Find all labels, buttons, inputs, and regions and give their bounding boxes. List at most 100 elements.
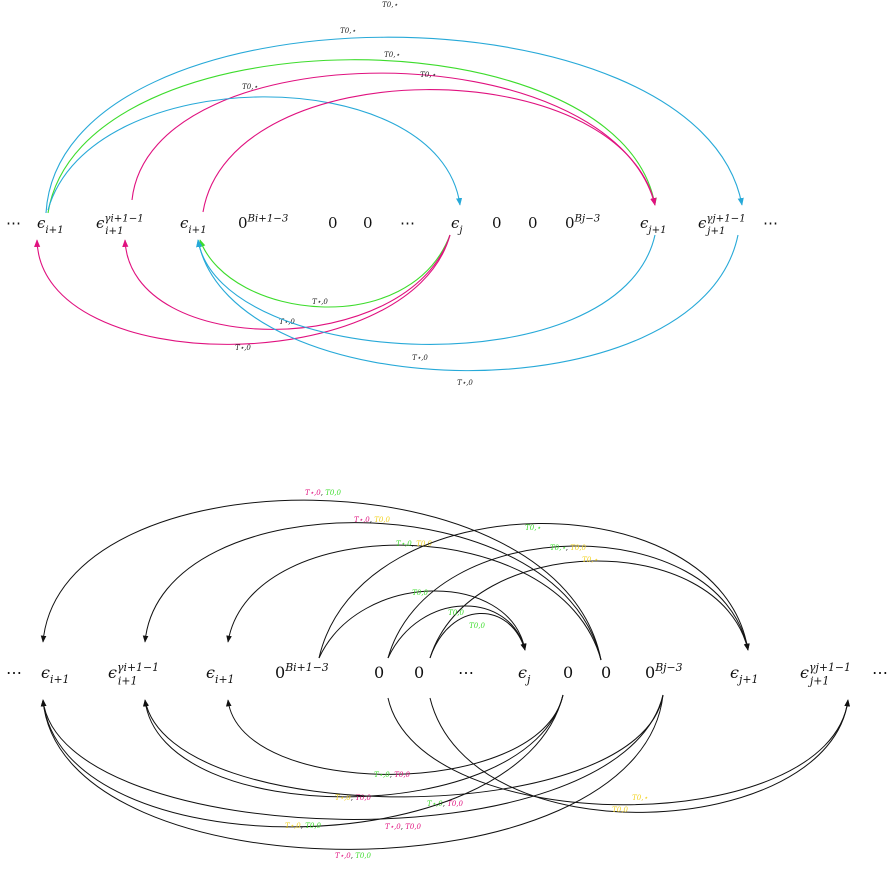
node-eps-j1-gamma: ϵγj+1−1 j+1: [698, 213, 746, 237]
node-main: 0: [238, 214, 248, 232]
node-subscript: i+1: [188, 225, 206, 236]
bottom-arc-label: T⋆,0, T0,0: [396, 540, 433, 548]
node-subscript: j+1: [737, 673, 758, 686]
bottom-arc: T0,⋆: [318, 523, 750, 659]
node-superscript: Bj−3: [574, 213, 601, 224]
node-label: 0: [601, 663, 611, 682]
node-label: ϵγj+1−1 j+1: [698, 213, 746, 237]
bottom-arc-label-part: T0,0: [355, 852, 371, 860]
bottom-arc-label-part: T⋆,0: [335, 794, 351, 802]
node-eps-j: ϵj: [451, 214, 463, 236]
bottom-arc-curve: [387, 605, 527, 659]
top-arc-label: T⋆,0: [235, 344, 251, 352]
bottom-arc-label-part: ,: [390, 771, 394, 779]
node-label: ⋯: [400, 214, 415, 232]
bottom-arc-label: T⋆,0, T0,0: [335, 852, 372, 860]
node-label: ϵi+1: [37, 214, 64, 236]
node-dots-left: ⋯: [6, 663, 22, 682]
bottom-arc-curve: [142, 522, 602, 661]
node-label: 0: [328, 214, 338, 232]
top-arc-curve: [34, 234, 451, 345]
node-label: ϵj+1: [640, 214, 667, 236]
node-superscript: γi+1−1: [117, 661, 159, 674]
bottom-arc-label-part: T0,⋆: [632, 794, 648, 802]
bottom-arc-label-part: T0,0: [374, 516, 390, 524]
node-zero-2: 0: [363, 214, 373, 232]
bottom-arc-curve: [318, 590, 527, 659]
bottom-arc: T⋆,0, T0,0: [142, 694, 564, 802]
top-arc-label: T0,⋆: [340, 27, 356, 35]
node-main: ⋯: [400, 214, 415, 232]
top-arc-label: T0,⋆: [242, 83, 258, 91]
node-main: 0: [645, 663, 655, 682]
node-main: 0: [363, 214, 373, 232]
bottom-arc: T⋆,0, T0,0: [40, 489, 602, 661]
node-main: 0: [328, 214, 338, 232]
bottom-arc: T⋆,0, T0,0: [40, 694, 664, 860]
top-arc: T⋆,0: [196, 234, 739, 387]
top-arc-label: T⋆,0: [412, 354, 428, 362]
node-label: 0Bi+1−3: [275, 661, 329, 682]
node-main: 0: [275, 663, 285, 682]
top-arc: T⋆,0: [196, 234, 656, 362]
node-main: ϵ: [41, 663, 50, 682]
node-main: ⋯: [763, 214, 778, 232]
bottom-arc-label: T0,⋆: [582, 556, 598, 564]
node-label: ϵi+1: [41, 663, 69, 686]
bottom-arc-curve: [142, 694, 564, 798]
node-zero-1: 0: [328, 214, 338, 232]
node-main: ϵ: [96, 214, 105, 232]
node-main: ϵ: [698, 214, 707, 232]
node-main: ⋯: [872, 663, 888, 682]
node-zeros-Bj: 0Bj−3: [645, 661, 683, 682]
bottom-arc-label-part: T⋆,0: [285, 822, 301, 830]
node-eps-j1: ϵj+1: [640, 214, 667, 236]
top-arc: T⋆,0: [122, 234, 451, 330]
bottom-arc-label: T⋆,0, T0,0: [285, 822, 322, 830]
node-zeros-Bi: 0Bi+1−3: [275, 661, 329, 682]
top-arc: T⋆,0: [199, 234, 451, 308]
node-main: ϵ: [640, 214, 649, 232]
bottom-arc-label: T⋆,0, T0,0: [335, 794, 372, 802]
bottom-arc: T0,0: [429, 697, 850, 814]
bottom-arc: T0,⋆: [387, 697, 850, 806]
top-diagram: T0,⋆ T0,⋆ T0,⋆ T0,⋆ T0,⋆ T⋆,0 T⋆,0 T⋆,0 T⋆,0 T⋆,0…: [6, 1, 778, 387]
bottom-arc-label-part: T0,⋆: [550, 544, 566, 552]
node-eps-j1-gamma: ϵγj+1−1 j+1: [800, 661, 851, 688]
node-superscript: Bj−3: [654, 661, 682, 674]
bottom-arc-curve: [318, 523, 750, 659]
top-arc-curve: [202, 89, 657, 213]
node-subscript: i+1: [118, 674, 138, 687]
node-main: 0: [374, 663, 384, 682]
bottom-diagram: T⋆,0, T0,0T⋆,0, T0,0T⋆,0, T0,0T0,⋆T0,⋆, …: [6, 489, 888, 860]
bottom-arc-label: T0,0: [612, 806, 628, 814]
node-eps-i1-a: ϵi+1: [41, 663, 69, 686]
top-arc-curve: [45, 36, 744, 214]
node-label: 0: [363, 214, 373, 232]
bottom-arc-label-part: ,: [401, 823, 405, 831]
node-subscript: j+1: [705, 226, 725, 237]
bottom-arc: T0,⋆, T0,0: [387, 544, 750, 659]
bottom-arc-curve: [40, 499, 602, 661]
bottom-arc-label-part: T0,0: [412, 589, 428, 597]
bottom-arc-curve: [40, 694, 564, 828]
bottom-arc-label: T0,⋆, T0,0: [550, 544, 587, 552]
node-label: ϵγi+1−1 i+1: [108, 661, 159, 688]
bottom-arc-label: T0,0: [469, 622, 485, 630]
bottom-arc: T⋆,0, T0,0: [142, 516, 602, 661]
node-label: ⋯: [872, 663, 888, 682]
bottom-arc-label: T0,⋆: [632, 794, 648, 802]
bottom-arc-label-part: ,: [370, 516, 374, 524]
bottom-arc-label-part: T⋆,0: [385, 823, 401, 831]
bottom-arc-label-part: T⋆,0: [396, 540, 412, 548]
node-subscript: i+1: [50, 673, 70, 686]
node-dots-right: ⋯: [763, 214, 778, 232]
bottom-arc: T⋆,0, T0,0: [40, 694, 564, 830]
node-zero-3: 0: [492, 214, 502, 232]
bottom-arc-label-part: T0,0: [394, 771, 410, 779]
node-label: ϵj: [518, 663, 531, 686]
node-dots-left: ⋯: [6, 214, 21, 232]
bottom-arc-label-part: T⋆,0: [354, 516, 370, 524]
node-main: 0: [563, 663, 573, 682]
